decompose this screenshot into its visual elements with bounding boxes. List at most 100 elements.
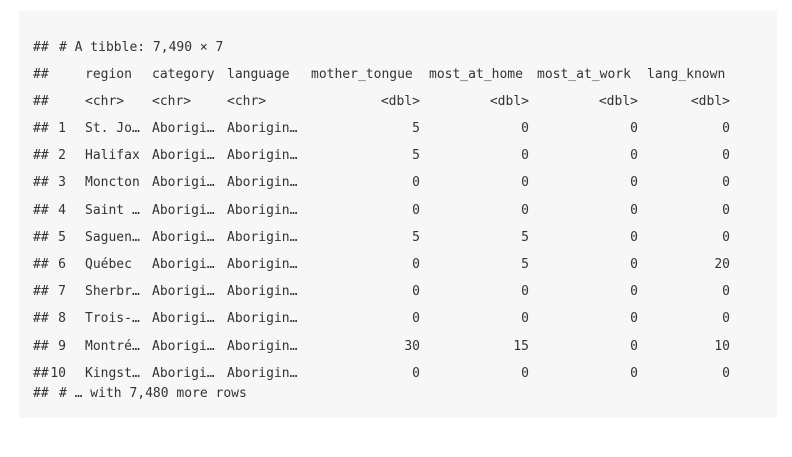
cell-category: Aborigi… xyxy=(152,284,215,300)
cell-most-at-home: 0 xyxy=(521,121,529,136)
prompt-prefix: ## xyxy=(33,121,49,136)
column-name-most-at-work: most_at_work xyxy=(537,67,631,82)
cell-region: Québec xyxy=(85,257,132,272)
column-type-mother-tongue: <dbl> xyxy=(380,94,420,109)
cell-lang-known: 0 xyxy=(722,365,730,381)
cell-language: Aborigin… xyxy=(227,311,298,327)
column-type-most-at-home: <dbl> xyxy=(489,94,529,109)
cell-language: Aborigin… xyxy=(227,284,298,300)
cell-region: Montré… xyxy=(85,338,140,354)
cell-most-at-home: 0 xyxy=(521,202,529,218)
row-index: 4 xyxy=(58,202,66,218)
cell-mother-tongue: 0 xyxy=(412,175,420,191)
cell-region: Saint … xyxy=(85,202,140,218)
cell-category: Aborigi… xyxy=(152,229,215,245)
row-index: 9 xyxy=(58,338,66,354)
cell-language: Aborigin… xyxy=(227,365,298,381)
cell-lang-known: 0 xyxy=(722,284,730,300)
table-row: ## 1 St. Jo… Aborigi… Aborigin… 5 0 0 0 xyxy=(19,120,777,138)
row-index: 7 xyxy=(58,284,66,300)
cell-mother-tongue: 5 xyxy=(412,121,420,136)
cell-language: Aborigin… xyxy=(227,229,298,245)
cell-most-at-home: 0 xyxy=(521,148,529,164)
column-type-category: <chr> xyxy=(152,94,192,109)
cell-lang-known: 0 xyxy=(722,148,730,164)
cell-lang-known: 0 xyxy=(722,121,730,136)
cell-mother-tongue: 0 xyxy=(412,365,420,381)
tibble-footer-line: ## # … with 7,480 more rows xyxy=(19,385,777,403)
cell-region: Halifax xyxy=(85,148,140,164)
table-row: ## 6 Québec Aborigi… Aborigin… 0 5 0 20 xyxy=(19,256,777,274)
cell-language: Aborigin… xyxy=(227,148,298,164)
cell-most-at-work: 0 xyxy=(630,202,638,218)
prompt-prefix: ## xyxy=(33,94,49,109)
row-index: 3 xyxy=(58,175,66,191)
table-row: ## 4 Saint … Aborigi… Aborigin… 0 0 0 0 xyxy=(19,202,777,220)
cell-lang-known: 0 xyxy=(722,229,730,245)
cell-lang-known: 20 xyxy=(714,257,730,272)
column-type-lang-known: <dbl> xyxy=(690,94,730,109)
cell-most-at-work: 0 xyxy=(630,311,638,327)
cell-most-at-work: 0 xyxy=(630,121,638,136)
cell-language: Aborigin… xyxy=(227,121,298,136)
tibble-header-line: ## # A tibble: 7,490 × 7 xyxy=(19,39,777,57)
cell-category: Aborigi… xyxy=(152,257,215,272)
prompt-prefix: ## xyxy=(33,229,49,245)
prompt-prefix: ## xyxy=(33,386,49,401)
cell-most-at-work: 0 xyxy=(630,148,638,164)
column-name-category: category xyxy=(152,67,215,82)
cell-language: Aborigin… xyxy=(227,257,298,272)
cell-mother-tongue: 0 xyxy=(412,257,420,272)
cell-lang-known: 0 xyxy=(722,175,730,191)
cell-mother-tongue: 0 xyxy=(412,311,420,327)
table-row: ## 2 Halifax Aborigi… Aborigin… 5 0 0 0 xyxy=(19,147,777,165)
cell-most-at-home: 15 xyxy=(513,338,529,354)
column-name-mother-tongue: mother_tongue xyxy=(311,67,413,82)
cell-most-at-home: 0 xyxy=(521,311,529,327)
cell-region: Moncton xyxy=(85,175,140,191)
cell-region: Trois-… xyxy=(85,311,140,327)
prompt-prefix: ## xyxy=(33,175,49,191)
cell-region: Sherbr… xyxy=(85,284,140,300)
row-index: 10 xyxy=(50,365,66,381)
cell-most-at-work: 0 xyxy=(630,257,638,272)
table-row: ## 3 Moncton Aborigi… Aborigin… 0 0 0 0 xyxy=(19,174,777,192)
cell-language: Aborigin… xyxy=(227,202,298,218)
prompt-prefix: ## xyxy=(33,40,49,55)
cell-mother-tongue: 5 xyxy=(412,229,420,245)
row-index: 1 xyxy=(58,121,66,136)
cell-most-at-home: 5 xyxy=(521,229,529,245)
column-name-most-at-home: most_at_home xyxy=(429,67,523,82)
prompt-prefix: ## xyxy=(33,148,49,164)
table-row: ## 10 Kingst… Aborigi… Aborigin… 0 0 0 0 xyxy=(19,365,777,383)
prompt-prefix: ## xyxy=(33,202,49,218)
prompt-prefix: ## xyxy=(33,284,49,300)
cell-most-at-work: 0 xyxy=(630,229,638,245)
row-index: 5 xyxy=(58,229,66,245)
prompt-prefix: ## xyxy=(33,365,49,381)
cell-lang-known: 0 xyxy=(722,202,730,218)
console-output: ## # A tibble: 7,490 × 7 ## region categ… xyxy=(19,11,777,418)
prompt-prefix: ## xyxy=(33,257,49,272)
prompt-prefix: ## xyxy=(33,338,49,354)
column-type-language: <chr> xyxy=(227,94,267,109)
row-index: 8 xyxy=(58,311,66,327)
cell-most-at-work: 0 xyxy=(630,365,638,381)
column-type-most-at-work: <dbl> xyxy=(598,94,638,109)
cell-most-at-home: 0 xyxy=(521,175,529,191)
table-row: ## 7 Sherbr… Aborigi… Aborigin… 0 0 0 0 xyxy=(19,283,777,301)
cell-language: Aborigin… xyxy=(227,338,298,354)
row-index: 6 xyxy=(58,257,66,272)
cell-most-at-home: 5 xyxy=(521,257,529,272)
table-row: ## 5 Saguen… Aborigi… Aborigin… 5 5 0 0 xyxy=(19,229,777,247)
cell-category: Aborigi… xyxy=(152,148,215,164)
column-types-line: ## <chr> <chr> <chr> <dbl> <dbl> <dbl> <… xyxy=(19,93,777,111)
cell-category: Aborigi… xyxy=(152,338,215,354)
cell-region: Saguen… xyxy=(85,229,140,245)
cell-category: Aborigi… xyxy=(152,311,215,327)
column-name-language: language xyxy=(227,67,290,82)
cell-most-at-home: 0 xyxy=(521,365,529,381)
column-names-line: ## region category language mother_tongu… xyxy=(19,66,777,84)
cell-category: Aborigi… xyxy=(152,175,215,191)
row-index: 2 xyxy=(58,148,66,164)
